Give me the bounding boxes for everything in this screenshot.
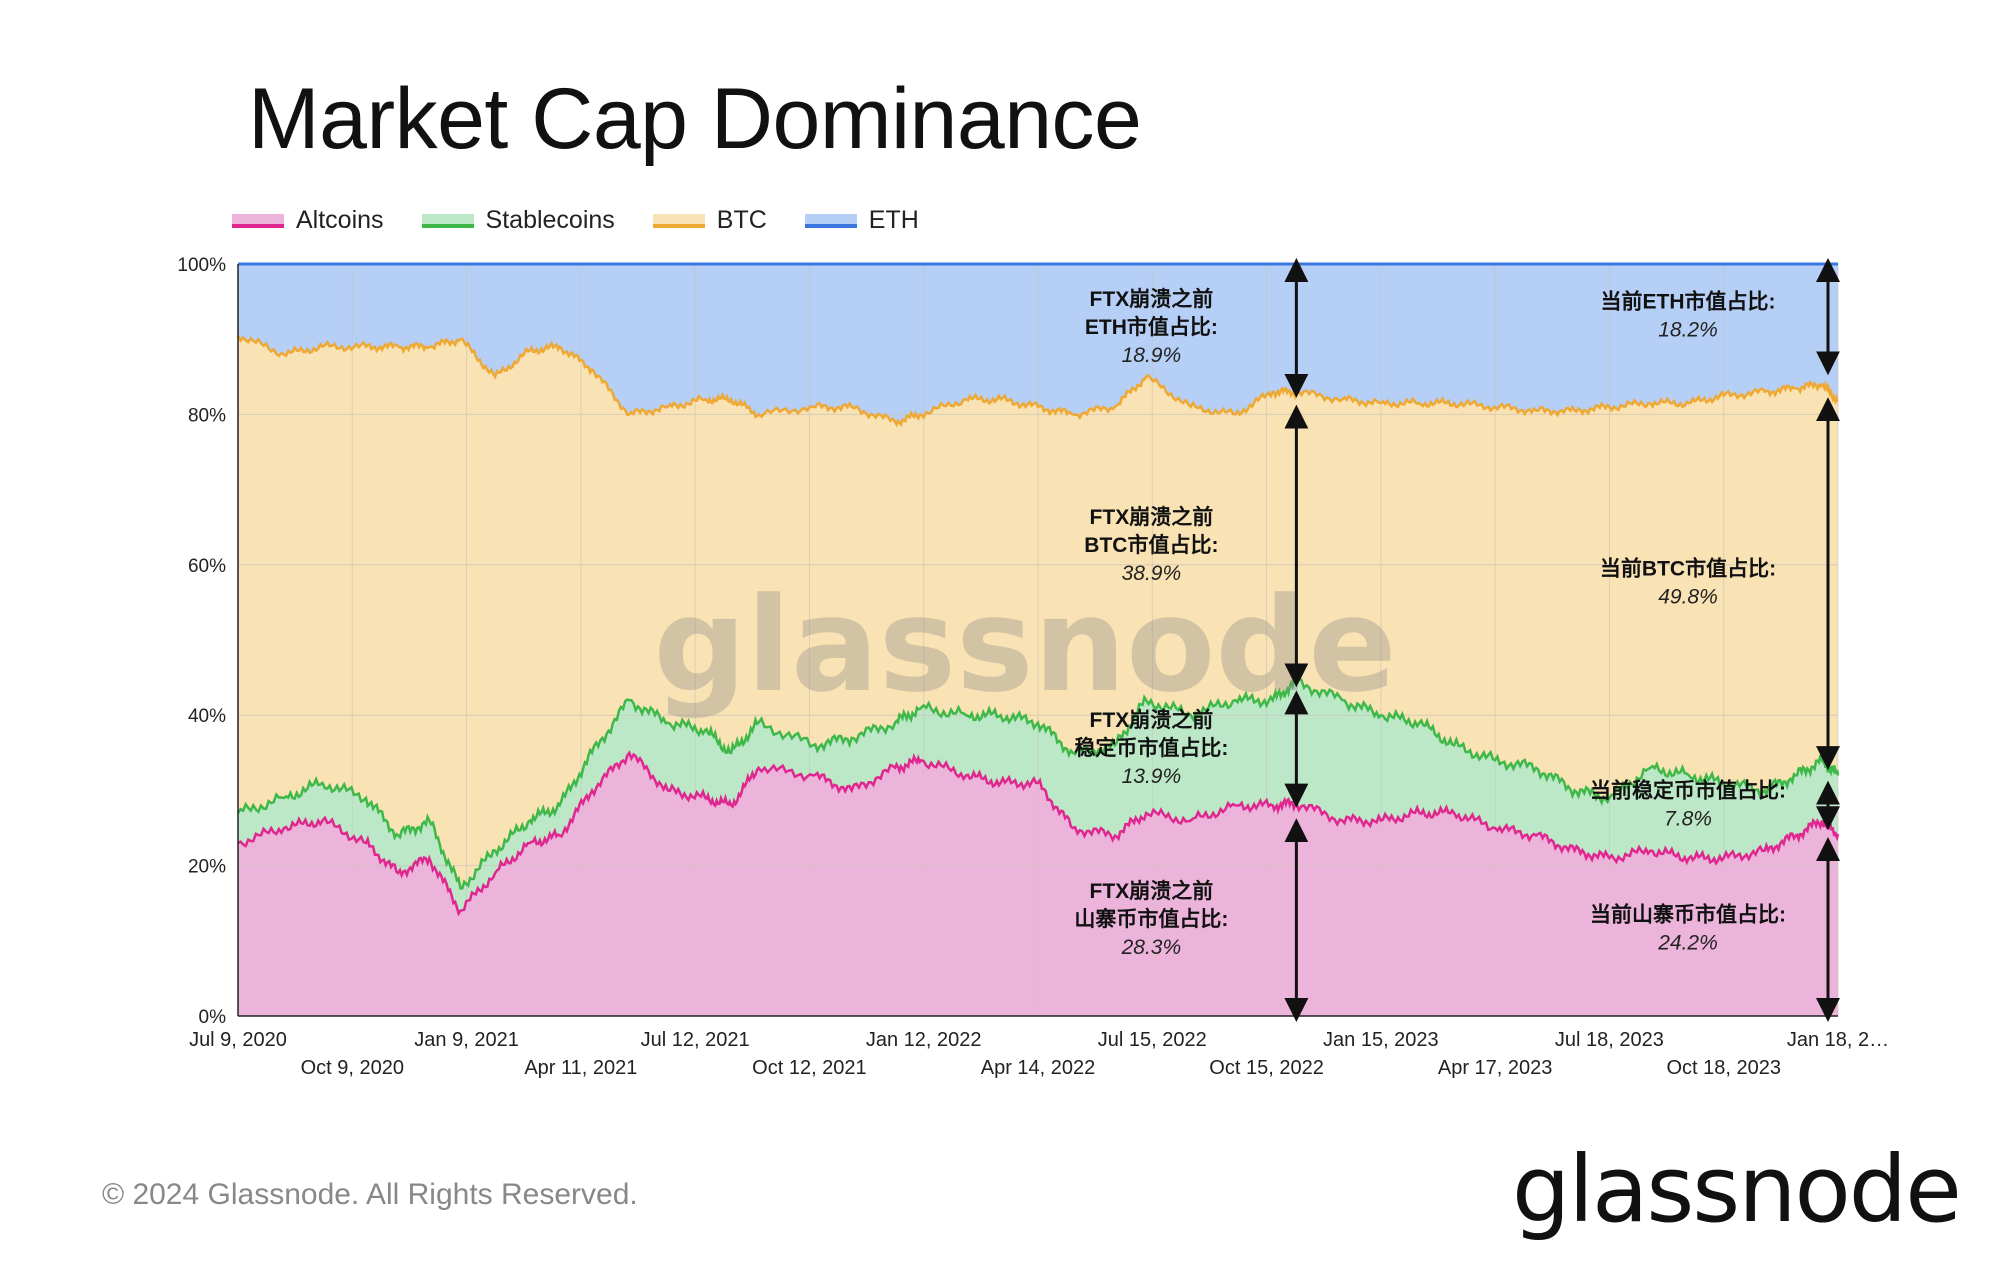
legend-swatch-btc bbox=[652, 213, 705, 228]
annotation-0: FTX崩溃之前 ETH市值占比: 18.9% bbox=[1085, 258, 1309, 398]
annotation-title: 当前稳定币市值占比: bbox=[1590, 778, 1786, 802]
chart-title: Market Cap Dominance bbox=[248, 71, 1142, 167]
watermark: glassnode bbox=[653, 569, 1396, 721]
legend-item-btc[interactable]: BTC bbox=[652, 206, 767, 235]
legend-swatch-stablecoins bbox=[421, 213, 474, 228]
x-tick-label: Apr 11, 2021 bbox=[524, 1057, 637, 1079]
x-tick-label: Jan 15, 2023 bbox=[1323, 1029, 1439, 1051]
glassnode-logo: glassnode bbox=[1512, 1136, 1962, 1243]
annotation-title: FTX崩溃之前 bbox=[1090, 879, 1214, 903]
y-tick-label: 20% bbox=[188, 857, 226, 878]
x-tick-label: Oct 9, 2020 bbox=[301, 1057, 404, 1079]
annotation-value: 18.9% bbox=[1122, 344, 1182, 367]
legend-item-eth[interactable]: ETH bbox=[804, 206, 919, 235]
chart-legend: Altcoins Stablecoins BTC ETH bbox=[232, 206, 919, 235]
x-tick-label: Jan 12, 2022 bbox=[866, 1029, 982, 1051]
annotation-title: 山寨币市值占比: bbox=[1074, 907, 1228, 931]
annotation-title: FTX崩溃之前 bbox=[1090, 708, 1214, 732]
legend-item-stablecoins[interactable]: Stablecoins bbox=[421, 206, 615, 235]
annotation-title: 当前山寨币市值占比: bbox=[1590, 903, 1786, 927]
annotation-value: 49.8% bbox=[1658, 586, 1718, 609]
annotation-value: 7.8% bbox=[1664, 807, 1712, 830]
annotation-title: BTC市值占比: bbox=[1084, 533, 1218, 557]
annotation-value: 18.2% bbox=[1658, 319, 1718, 342]
legend-swatch-eth bbox=[804, 213, 857, 228]
x-tick-label: Oct 18, 2023 bbox=[1666, 1057, 1781, 1079]
x-tick-label: Apr 14, 2022 bbox=[981, 1057, 1096, 1079]
annotation-value: 38.9% bbox=[1122, 562, 1182, 585]
legend-label-btc: BTC bbox=[716, 206, 767, 234]
annotation-title: FTX崩溃之前 bbox=[1090, 505, 1214, 529]
annotation-value: 24.2% bbox=[1657, 932, 1718, 955]
copyright-notice: © 2024 Glassnode. All Rights Reserved. bbox=[102, 1178, 638, 1211]
annotation-title: 当前ETH市值占比: bbox=[1601, 290, 1776, 314]
annotation-value: 28.3% bbox=[1121, 936, 1182, 959]
legend-swatch-altcoins bbox=[232, 213, 284, 228]
x-tick-label: Jan 18, 2… bbox=[1787, 1029, 1889, 1051]
annotation-title: FTX崩溃之前 bbox=[1090, 287, 1214, 311]
legend-label-altcoins: Altcoins bbox=[296, 206, 384, 234]
annotation-4: 当前ETH市值占比: 18.2% bbox=[1601, 258, 1840, 376]
x-tick-label: Apr 17, 2023 bbox=[1438, 1057, 1553, 1079]
x-tick-label: Jul 12, 2021 bbox=[641, 1029, 750, 1051]
y-tick-label: 0% bbox=[199, 1007, 227, 1028]
y-tick-label: 60% bbox=[188, 556, 226, 577]
altcoins-line bbox=[237, 750, 1840, 917]
annotation-5: 当前BTC市值占比: 49.8% bbox=[1600, 397, 1840, 771]
stablecoins-line bbox=[236, 673, 1840, 890]
annotation-6: 当前稳定币市值占比: 7.8% bbox=[1590, 778, 1840, 830]
x-tick-label: Jul 18, 2023 bbox=[1555, 1029, 1664, 1051]
annotation-value: 13.9% bbox=[1122, 765, 1182, 788]
y-tick-label: 100% bbox=[177, 255, 226, 276]
legend-label-eth: ETH bbox=[868, 206, 919, 234]
annotation-title: 当前BTC市值占比: bbox=[1600, 557, 1776, 581]
x-tick-label: Jul 15, 2022 bbox=[1098, 1029, 1207, 1051]
btc-line bbox=[236, 334, 1839, 428]
y-tick-label: 40% bbox=[188, 706, 226, 727]
legend-label-stablecoins: Stablecoins bbox=[485, 206, 615, 234]
x-tick-label: Jan 9, 2021 bbox=[414, 1029, 519, 1051]
annotation-title: 稳定币市值占比: bbox=[1074, 736, 1228, 760]
x-tick-label: Oct 15, 2022 bbox=[1209, 1057, 1324, 1079]
annotation-7: 当前山寨币市值占比: 24.2% bbox=[1590, 837, 1840, 1022]
x-tick-label: Jul 9, 2020 bbox=[189, 1029, 287, 1051]
x-tick-label: Oct 12, 2021 bbox=[752, 1057, 867, 1079]
legend-item-altcoins[interactable]: Altcoins bbox=[232, 206, 384, 235]
annotation-1: FTX崩溃之前 BTC市值占比: 38.9% bbox=[1084, 404, 1309, 688]
annotation-title: ETH市值占比: bbox=[1085, 315, 1218, 339]
y-tick-label: 80% bbox=[188, 405, 226, 426]
